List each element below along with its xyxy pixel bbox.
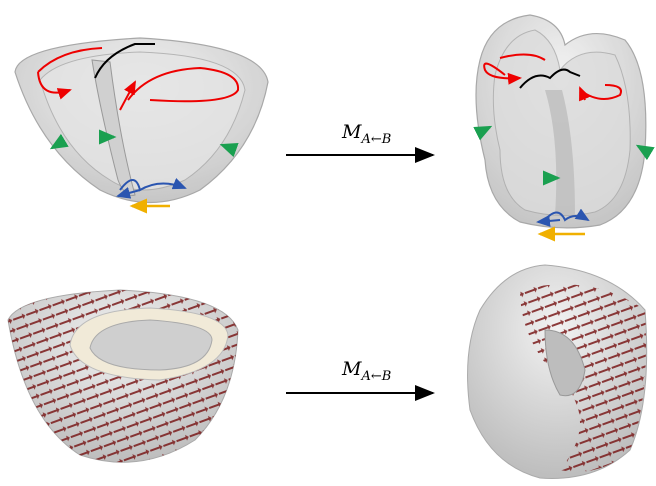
heart-a-transparent bbox=[15, 38, 268, 206]
label-part: M bbox=[341, 121, 362, 143]
heart-b-fibers bbox=[468, 265, 647, 478]
label-part: A←B bbox=[360, 132, 391, 147]
label-part: A←B bbox=[360, 369, 391, 384]
heart-b-transparent bbox=[476, 15, 648, 234]
figure: MA←B MA←B bbox=[0, 0, 656, 486]
map-label: MA←B bbox=[341, 121, 391, 147]
label-part: M bbox=[341, 358, 362, 380]
map-label: MA←B bbox=[341, 358, 391, 384]
heart-a-fibers bbox=[8, 290, 238, 462]
